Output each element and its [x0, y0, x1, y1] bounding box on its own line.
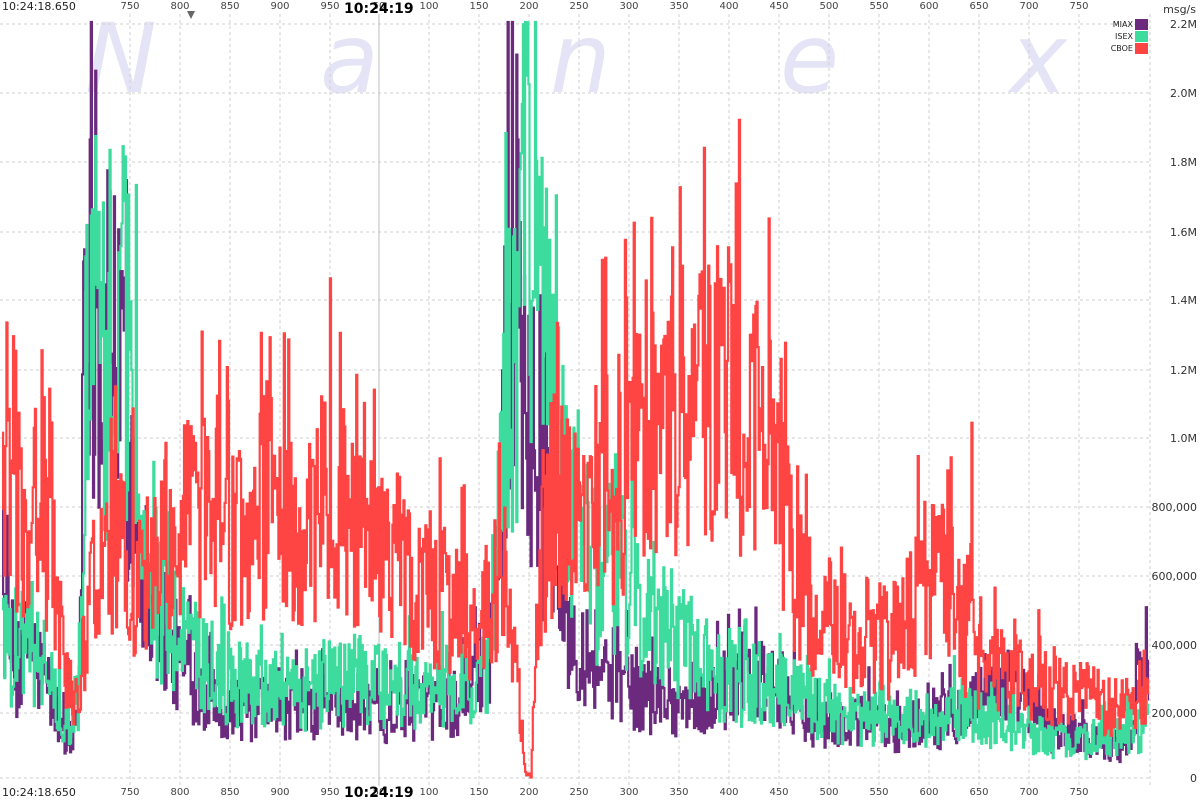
- x-tick-label-bottom: 400: [719, 787, 738, 798]
- start-time-label-bottom: 10:24:18.650: [2, 786, 76, 799]
- cursor-marker-icon[interactable]: [187, 11, 195, 19]
- x-tick-label-bottom: 100: [419, 787, 438, 798]
- y-tick-label: 600,000: [1152, 570, 1198, 583]
- center-time-label-top: 10:24:19: [344, 1, 414, 17]
- y-tick-label: 800,000: [1152, 501, 1198, 514]
- x-tick-label-top: 800: [170, 1, 189, 12]
- legend-label-isex: ISEX: [1115, 32, 1133, 41]
- x-tick-label-bottom: 800: [170, 787, 189, 798]
- series-layer: [2, 20, 1150, 779]
- x-tick-label-bottom: 750: [1069, 787, 1088, 798]
- x-tick-label-top: 300: [619, 1, 638, 12]
- y-tick-label: 0: [1190, 772, 1197, 785]
- x-tick-label-bottom: 350: [669, 787, 688, 798]
- x-tick-label-top: 500: [819, 1, 838, 12]
- legend-swatch-cboe: [1135, 43, 1148, 54]
- x-tick-label-bottom: 250: [569, 787, 588, 798]
- x-tick-label-top: 250: [569, 1, 588, 12]
- x-tick-label-bottom: 450: [769, 787, 788, 798]
- x-tick-label-top: 750: [120, 1, 139, 12]
- x-tick-label-bottom: 200: [519, 787, 538, 798]
- y-tick-label: 1.8M: [1170, 156, 1197, 169]
- legend-label-cboe: CBOE: [1111, 44, 1133, 53]
- x-tick-label-bottom: 50: [373, 787, 386, 798]
- start-time-label-top: 10:24:18.650: [2, 0, 76, 13]
- x-tick-label-top: 950: [320, 1, 339, 12]
- watermark-letter: n: [550, 3, 611, 115]
- x-tick-label-top: 600: [919, 1, 938, 12]
- y-tick-label: 200,000: [1152, 707, 1198, 720]
- x-tick-label-top: 850: [220, 1, 239, 12]
- x-tick-label-top: 400: [719, 1, 738, 12]
- x-tick-label-bottom: 950: [320, 787, 339, 798]
- y-tick-label: 1.2M: [1170, 364, 1197, 377]
- watermark-letter: a: [320, 3, 379, 115]
- watermark-letter: x: [1007, 3, 1068, 115]
- x-tick-label-top: 200: [519, 1, 538, 12]
- series-line-cboe: [2, 118, 1150, 779]
- watermark-letter: e: [780, 3, 839, 115]
- x-tick-label-top: 350: [669, 1, 688, 12]
- y-tick-label: 1.0M: [1170, 432, 1197, 445]
- x-tick-label-bottom: 150: [469, 787, 488, 798]
- x-tick-label-bottom: 750: [120, 787, 139, 798]
- x-tick-label-top: 750: [1069, 1, 1088, 12]
- legend-swatch-isex: [1135, 31, 1148, 42]
- legend: MIAX ISEX CBOE: [1111, 19, 1148, 54]
- x-tick-label-bottom: 300: [619, 787, 638, 798]
- x-tick-label-top: 150: [469, 1, 488, 12]
- x-tick-label-top: 50: [373, 1, 386, 12]
- x-tick-label-bottom: 700: [1019, 787, 1038, 798]
- y-tick-label: 2.0M: [1170, 87, 1197, 100]
- legend-label-miax: MIAX: [1113, 20, 1134, 29]
- x-tick-label-top: 100: [419, 1, 438, 12]
- legend-swatch-miax: [1135, 19, 1148, 30]
- x-tick-label-top: 550: [869, 1, 888, 12]
- x-tick-label-top: 700: [1019, 1, 1038, 12]
- y-tick-label: 1.6M: [1170, 226, 1197, 239]
- x-tick-label-bottom: 600: [919, 787, 938, 798]
- x-tick-label-top: 450: [769, 1, 788, 12]
- x-tick-label-top: 650: [969, 1, 988, 12]
- x-tick-label-bottom: 500: [819, 787, 838, 798]
- x-tick-label-bottom: 850: [220, 787, 239, 798]
- x-tick-label-bottom: 650: [969, 787, 988, 798]
- y-tick-label: 1.4M: [1170, 294, 1197, 307]
- x-tick-label-top: 900: [270, 1, 289, 12]
- y-unit-label: msg/s: [1163, 3, 1196, 16]
- x-tick-label-bottom: 550: [869, 787, 888, 798]
- x-tick-label-bottom: 900: [270, 787, 289, 798]
- y-tick-label: 2.2M: [1170, 18, 1197, 31]
- y-tick-label: 400,000: [1152, 639, 1198, 652]
- center-time-label-bottom: 10:24:19: [344, 785, 414, 800]
